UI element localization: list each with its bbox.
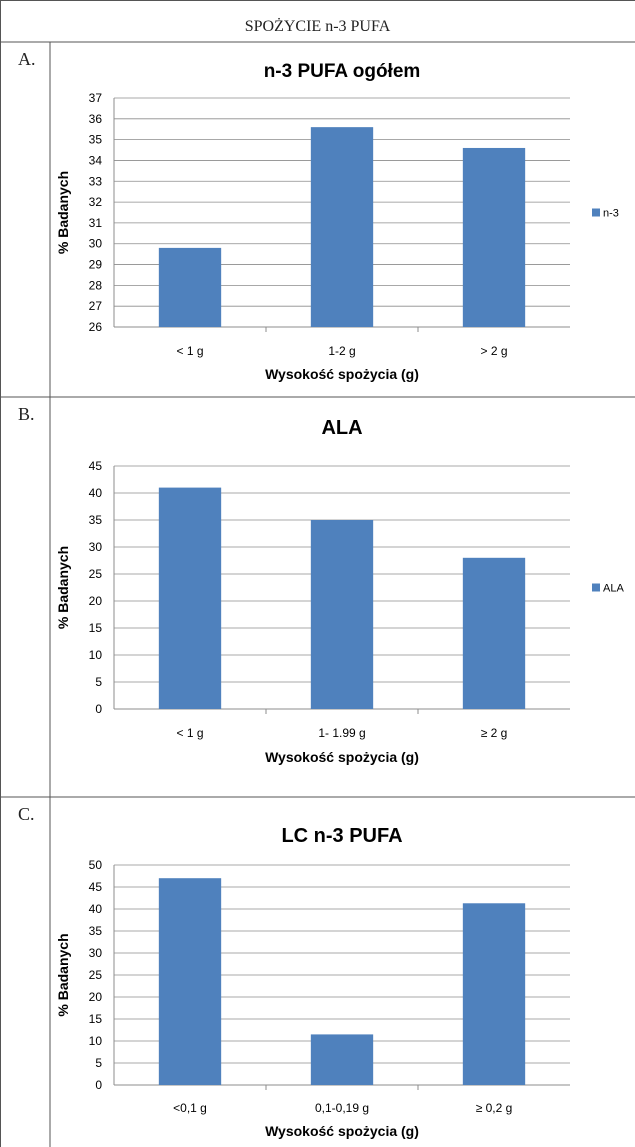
- y-tick-label: 45: [89, 459, 103, 473]
- chart-title: LC n-3 PUFA: [281, 825, 402, 847]
- y-tick-label: 10: [89, 1034, 103, 1048]
- y-tick-label: 20: [89, 990, 103, 1004]
- panel-label-b: B.: [18, 404, 35, 424]
- y-tick-label: 10: [89, 648, 103, 662]
- y-tick-label: 31: [89, 216, 103, 230]
- bar: [158, 487, 222, 709]
- y-tick-label: 5: [95, 1056, 102, 1070]
- y-tick-label: 0: [95, 702, 102, 716]
- y-tick-label: 25: [89, 968, 103, 982]
- chart-title: ALA: [321, 417, 362, 439]
- x-tick-label: 1- 1.99 g: [318, 726, 365, 740]
- y-tick-label: 33: [89, 174, 103, 188]
- y-tick-label: 29: [89, 258, 103, 272]
- chart-title: n-3 PUFA ogółem: [264, 61, 421, 82]
- legend-label: ALA: [603, 583, 624, 595]
- x-tick-label: < 1 g: [176, 726, 203, 740]
- y-axis-label: % Badanych: [55, 171, 71, 254]
- panel-label-c: C.: [18, 804, 35, 824]
- y-tick-label: 45: [89, 880, 103, 894]
- bar: [158, 878, 222, 1085]
- panel-label-a: A.: [18, 49, 36, 69]
- legend-label: n-3: [603, 208, 619, 220]
- x-tick-label: > 2 g: [480, 344, 507, 358]
- bar: [158, 247, 222, 327]
- x-tick-label: ≥ 2 g: [481, 726, 508, 740]
- y-tick-label: 5: [95, 675, 102, 689]
- y-tick-label: 0: [95, 1078, 102, 1092]
- y-tick-label: 36: [89, 112, 103, 126]
- bar: [310, 520, 374, 709]
- x-tick-label: ≥ 0,2 g: [476, 1101, 513, 1115]
- y-tick-label: 35: [89, 513, 103, 527]
- chart-panel-c: LC n-3 PUFA 0 5 10 15 20 25 30 35 40 45 50 <0,1 g 0,1…: [55, 825, 570, 1139]
- y-tick-label: 30: [89, 946, 103, 960]
- y-tick-label: 30: [89, 540, 103, 554]
- y-tick-label: 26: [89, 320, 103, 334]
- y-tick-label: 15: [89, 621, 103, 635]
- y-tick-label: 30: [89, 237, 103, 251]
- bar: [462, 147, 526, 327]
- legend-swatch: [592, 583, 600, 592]
- y-tick-label: 20: [89, 594, 103, 608]
- legend-swatch: [592, 208, 600, 217]
- x-tick-label: < 1 g: [176, 344, 203, 358]
- page-title: SPOŻYCIE n-3 PUFA: [244, 18, 391, 35]
- y-tick-label: 27: [89, 299, 103, 313]
- bar: [462, 903, 526, 1085]
- bar: [310, 1034, 374, 1085]
- x-axis-label: Wysokość spożycia (g): [265, 1123, 419, 1139]
- chart-panel-b: ALA 0 5 10 15 20 25 30 35 40 45 < 1 g 1- 1.99 g ≥ 2 g…: [55, 417, 624, 765]
- y-tick-label: 25: [89, 567, 103, 581]
- x-axis-label: Wysokość spożycia (g): [265, 366, 419, 382]
- y-tick-label: 32: [89, 195, 103, 209]
- y-tick-label: 35: [89, 924, 103, 938]
- chart-panel-a: n-3 PUFA ogółem 26 27 28 29 30 31 32 33 34 35 36 37 <…: [55, 61, 619, 382]
- x-tick-label: 1-2 g: [328, 344, 355, 358]
- bar: [462, 557, 526, 709]
- y-tick-label: 40: [89, 902, 103, 916]
- y-axis-label: % Badanych: [55, 546, 71, 629]
- y-tick-label: 28: [89, 278, 103, 292]
- y-axis-label: % Badanych: [55, 933, 71, 1016]
- y-tick-label: 34: [89, 153, 103, 167]
- y-tick-label: 35: [89, 133, 103, 147]
- bar: [310, 127, 374, 328]
- x-tick-label: <0,1 g: [173, 1101, 207, 1115]
- x-axis-label: Wysokość spożycia (g): [265, 749, 419, 765]
- y-tick-label: 15: [89, 1012, 103, 1026]
- y-tick-label: 40: [89, 486, 103, 500]
- x-tick-label: 0,1-0,19 g: [315, 1101, 369, 1115]
- y-tick-label: 50: [89, 858, 103, 872]
- y-tick-label: 37: [89, 91, 103, 105]
